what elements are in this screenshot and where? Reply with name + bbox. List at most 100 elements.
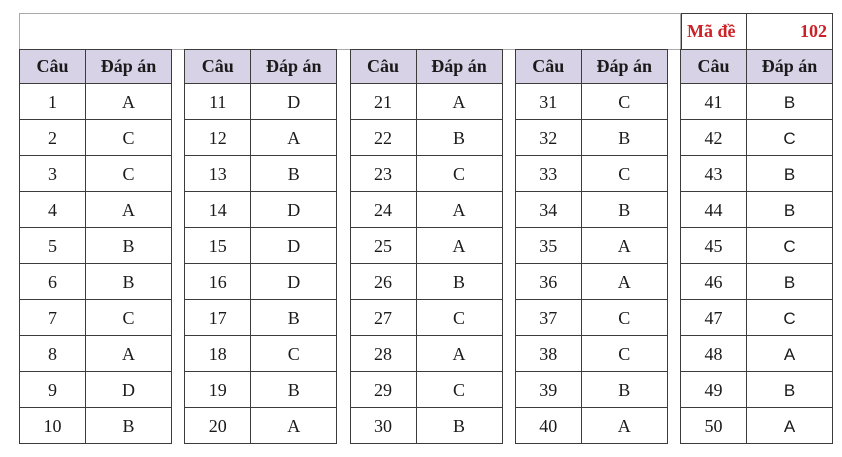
question-number-cell: 43: [680, 155, 747, 192]
table-row: 48 A: [680, 335, 833, 372]
answer-cell: A: [746, 407, 833, 444]
table-row: 42 C: [680, 119, 833, 156]
answer-cell: D: [250, 191, 338, 228]
question-number-cell: 30: [349, 407, 417, 444]
answer-cell: D: [250, 227, 338, 264]
question-number-cell: 23: [349, 155, 417, 192]
table-row: 40 A: [514, 407, 668, 444]
question-number-cell: 38: [514, 335, 582, 372]
question-number-cell: 48: [680, 335, 747, 372]
question-number-cell: 24: [349, 191, 417, 228]
answer-cell: B: [746, 371, 833, 408]
question-number-cell: 35: [514, 227, 582, 264]
table-row: 47 C: [680, 299, 833, 336]
table-row: 31 C: [514, 83, 668, 120]
question-number-cell: 32: [514, 119, 582, 156]
answer-table-group-4: Câu Đáp án 31 C 32 B 33 C 34 B 35 A 36 A 37 C 38 C 39 B 40…: [514, 49, 668, 444]
question-number-cell: 45: [680, 227, 747, 264]
question-number-cell: 8: [19, 335, 86, 372]
answer-cell: B: [746, 155, 833, 192]
table-row: 23 C: [349, 155, 503, 192]
answer-column-header: Đáp án: [580, 49, 668, 84]
answer-cell: C: [85, 299, 172, 336]
question-number-cell: 20: [184, 407, 252, 444]
question-number-cell: 31: [514, 83, 582, 120]
answer-cell: C: [746, 227, 833, 264]
question-number-cell: 46: [680, 263, 747, 300]
question-column-header: Câu: [184, 49, 252, 84]
answer-cell: B: [250, 299, 338, 336]
answer-cell: B: [415, 119, 503, 156]
answer-cell: B: [580, 119, 668, 156]
table-row: 29 C: [349, 371, 503, 408]
answer-cell: B: [85, 263, 172, 300]
answer-cell: A: [746, 335, 833, 372]
question-number-cell: 44: [680, 191, 747, 228]
title-empty-cell: [19, 13, 681, 50]
table-row: 12 A: [184, 119, 338, 156]
table-row: 37 C: [514, 299, 668, 336]
question-number-cell: 27: [349, 299, 417, 336]
answer-cell: C: [250, 335, 338, 372]
title-row: Mã đề 102: [19, 13, 833, 50]
table-row: 21 A: [349, 83, 503, 120]
question-number-cell: 10: [19, 407, 86, 444]
answer-cell: B: [580, 371, 668, 408]
question-number-cell: 26: [349, 263, 417, 300]
answer-cell: C: [85, 155, 172, 192]
table-row: 43 B: [680, 155, 833, 192]
answer-column-header: Đáp án: [746, 49, 833, 84]
table-row: 20 A: [184, 407, 338, 444]
table-row: 28 A: [349, 335, 503, 372]
question-number-cell: 21: [349, 83, 417, 120]
table-header-row: Câu Đáp án: [514, 49, 668, 84]
answer-cell: A: [415, 335, 503, 372]
question-number-cell: 19: [184, 371, 252, 408]
answer-table-group-5: Câu Đáp án 41 B 42 C 43 B 44 B 45 C 46 B 47 C 48 A 49 B 50…: [680, 49, 833, 444]
answer-cell: C: [580, 155, 668, 192]
answer-cell: C: [415, 299, 503, 336]
answer-cell: B: [250, 155, 338, 192]
table-row: 19 B: [184, 371, 338, 408]
answer-cell: C: [580, 335, 668, 372]
table-row: 45 C: [680, 227, 833, 264]
question-number-cell: 16: [184, 263, 252, 300]
question-number-cell: 42: [680, 119, 747, 156]
answer-cell: B: [746, 83, 833, 120]
answer-cell: B: [415, 263, 503, 300]
answer-column-header: Đáp án: [415, 49, 503, 84]
answer-cell: B: [85, 407, 172, 444]
answer-cell: A: [85, 191, 172, 228]
table-row: 35 A: [514, 227, 668, 264]
table-row: 16 D: [184, 263, 338, 300]
question-number-cell: 5: [19, 227, 86, 264]
table-row: 14 D: [184, 191, 338, 228]
question-number-cell: 34: [514, 191, 582, 228]
table-row: 38 C: [514, 335, 668, 372]
answer-cell: A: [85, 335, 172, 372]
question-number-cell: 4: [19, 191, 86, 228]
table-row: 15 D: [184, 227, 338, 264]
answer-cell: C: [415, 371, 503, 408]
answer-cell: C: [580, 299, 668, 336]
question-number-cell: 9: [19, 371, 86, 408]
answer-table-groups: Câu Đáp án 1 A 2 C 3 C 4 A 5 B 6 B 7 C 8 A 9 D 10 B Câu Đáp…: [19, 49, 833, 444]
question-column-header: Câu: [514, 49, 582, 84]
answer-cell: C: [85, 119, 172, 156]
answer-cell: B: [250, 371, 338, 408]
question-column-header: Câu: [349, 49, 417, 84]
table-row: 24 A: [349, 191, 503, 228]
table-row: 11 D: [184, 83, 338, 120]
table-row: 30 B: [349, 407, 503, 444]
answer-cell: C: [746, 119, 833, 156]
question-number-cell: 12: [184, 119, 252, 156]
table-row: 46 B: [680, 263, 833, 300]
table-row: 13 B: [184, 155, 338, 192]
